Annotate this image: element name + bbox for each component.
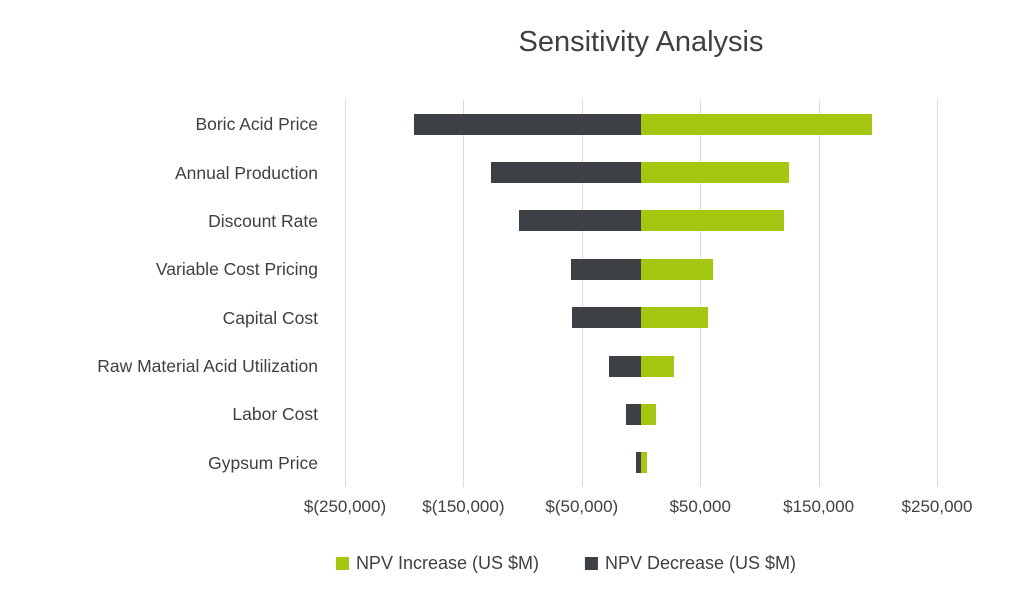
bar-npv-decrease	[519, 210, 641, 232]
bar-npv-decrease	[625, 403, 641, 425]
bar-npv-increase	[641, 162, 789, 184]
bar-npv-decrease	[571, 258, 641, 280]
bar-npv-increase	[641, 452, 647, 474]
bar-npv-increase	[641, 307, 709, 329]
category-label: Raw Material Acid Utilization	[97, 356, 318, 377]
legend-swatch-icon	[585, 557, 598, 570]
gridline	[463, 100, 465, 487]
gridline	[818, 100, 820, 487]
plot-area	[345, 100, 938, 487]
category-label: Annual Production	[174, 162, 318, 183]
category-label: Capital Cost	[222, 307, 318, 328]
bar-npv-increase	[641, 355, 675, 377]
gridline	[937, 100, 938, 487]
bar-npv-increase	[641, 258, 714, 280]
bar-npv-increase	[641, 403, 657, 425]
bar-npv-increase	[641, 113, 872, 135]
category-label: Boric Acid Price	[195, 114, 318, 135]
x-tick-label: $150,000	[783, 497, 855, 516]
gridline	[345, 100, 346, 487]
legend-item: NPV Decrease (US $M)	[585, 553, 796, 574]
category-label: Labor Cost	[232, 404, 318, 425]
category-label: Discount Rate	[208, 210, 318, 231]
x-tick-label: $(250,000)	[303, 497, 387, 516]
value-axis: $(250,000) $(150,000) $(50,000) $50,000 $150…	[304, 497, 973, 521]
category-axis: Boric Acid Price Annual Production Discoun…	[0, 100, 330, 487]
legend-swatch-icon	[335, 557, 349, 570]
bar-npv-decrease	[636, 452, 641, 474]
legend-label: NPV Decrease (US $M)	[605, 553, 797, 573]
bar-npv-decrease	[572, 307, 641, 329]
chart-title: Sensitivity Analysis	[518, 26, 764, 58]
gridline	[581, 100, 583, 487]
gridline	[700, 100, 702, 487]
legend-label: NPV Increase (US $M)	[355, 553, 539, 573]
x-tick-label: $50,000	[669, 497, 731, 516]
bar-npv-decrease	[609, 355, 641, 377]
category-label: Gypsum Price	[208, 452, 318, 473]
bar-npv-decrease	[413, 113, 641, 135]
x-tick-label: $250,000	[901, 497, 973, 516]
bar-npv-decrease	[490, 162, 641, 184]
x-tick-label: $(150,000)	[422, 497, 505, 516]
legend-item: NPV Increase (US $M)	[335, 553, 539, 574]
x-tick-label: $(50,000)	[545, 497, 619, 516]
bar-npv-increase	[641, 210, 785, 232]
legend: NPV Increase (US $M) NPV Decrease (US $M)	[335, 553, 796, 574]
category-label: Variable Cost Pricing	[155, 259, 318, 280]
